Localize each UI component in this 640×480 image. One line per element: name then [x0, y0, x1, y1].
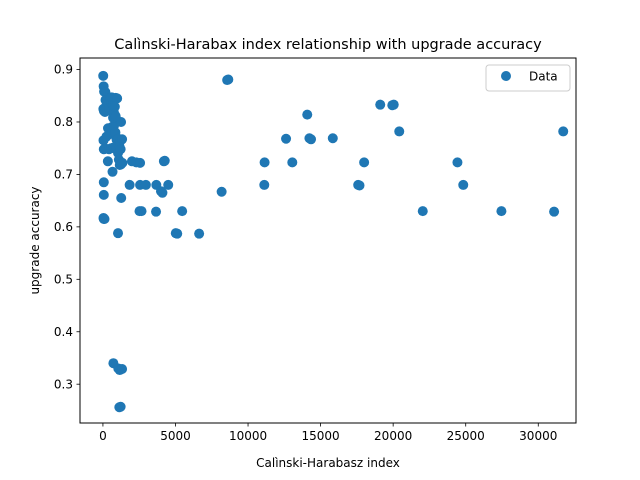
data-point — [259, 179, 270, 190]
data-point — [98, 70, 109, 81]
y-tick-label: 0.4 — [54, 325, 73, 339]
axes-frame — [79, 57, 577, 424]
data-point — [117, 134, 128, 145]
data-point — [113, 228, 124, 239]
x-tick-label: 15000 — [302, 429, 340, 443]
data-point — [151, 206, 162, 217]
data-point — [375, 99, 386, 110]
data-point — [115, 144, 126, 155]
data-point — [496, 206, 507, 217]
x-tick-label: 5000 — [160, 429, 191, 443]
y-tick-label: 0.5 — [54, 273, 73, 287]
legend: Data — [485, 64, 571, 92]
data-point — [327, 133, 338, 144]
data-point — [194, 228, 205, 239]
y-axis-label: upgrade accuracy — [28, 186, 42, 294]
data-point — [306, 134, 317, 145]
y-tick-label: 0.6 — [54, 220, 73, 234]
data-point — [216, 186, 227, 197]
x-tick-label: 30000 — [519, 429, 557, 443]
data-point — [99, 214, 110, 224]
data-point — [115, 401, 126, 412]
data-point — [98, 177, 109, 188]
y-tick-label: 0.7 — [54, 168, 73, 182]
data-point — [354, 180, 365, 191]
x-tick-label: 10000 — [229, 429, 267, 443]
data-point — [452, 157, 463, 168]
data-point — [177, 206, 188, 217]
data-point — [388, 99, 399, 110]
data-point — [109, 101, 120, 112]
legend-marker — [501, 71, 511, 81]
data-point — [223, 74, 234, 85]
data-point — [98, 189, 109, 200]
x-axis-label: Calìnski-Harabasz index — [256, 456, 400, 470]
data-point — [110, 111, 121, 122]
data-point — [417, 206, 428, 217]
data-point — [259, 157, 270, 168]
data-point — [302, 109, 313, 120]
data-point — [117, 157, 128, 168]
x-axis-ticks: 0 5000 10000 15000 20000 25000 30000 — [99, 423, 557, 443]
data-point — [287, 157, 298, 168]
x-tick-label: 0 — [99, 429, 107, 443]
data-point — [157, 187, 168, 198]
y-axis-ticks: 0.3 0.4 0.5 0.6 0.7 0.8 0.9 — [54, 63, 80, 391]
data-point — [281, 133, 292, 144]
x-tick-label: 20000 — [374, 429, 412, 443]
data-point — [107, 166, 118, 177]
data-point — [558, 126, 569, 137]
data-point — [112, 93, 123, 104]
data-point — [102, 156, 113, 167]
data-point — [101, 131, 112, 142]
y-tick-label: 0.8 — [54, 115, 73, 129]
data-point — [549, 206, 560, 217]
y-tick-label: 0.3 — [54, 377, 73, 391]
data-point — [136, 206, 147, 217]
data-point — [359, 157, 370, 168]
chart-title: Calìnski-Harabax index relationship with… — [114, 37, 542, 53]
data-point — [117, 363, 128, 374]
x-tick-label: 25000 — [447, 429, 485, 443]
data-point — [135, 157, 146, 168]
data-point — [458, 179, 469, 190]
data-points — [98, 70, 569, 413]
legend-label: Data — [529, 70, 558, 84]
data-point — [124, 179, 135, 190]
y-tick-label: 0.9 — [54, 63, 73, 77]
data-point — [172, 228, 183, 239]
data-point — [394, 126, 405, 137]
data-point — [159, 155, 170, 166]
data-point — [163, 179, 174, 190]
data-point — [140, 179, 151, 190]
data-point — [116, 193, 127, 204]
